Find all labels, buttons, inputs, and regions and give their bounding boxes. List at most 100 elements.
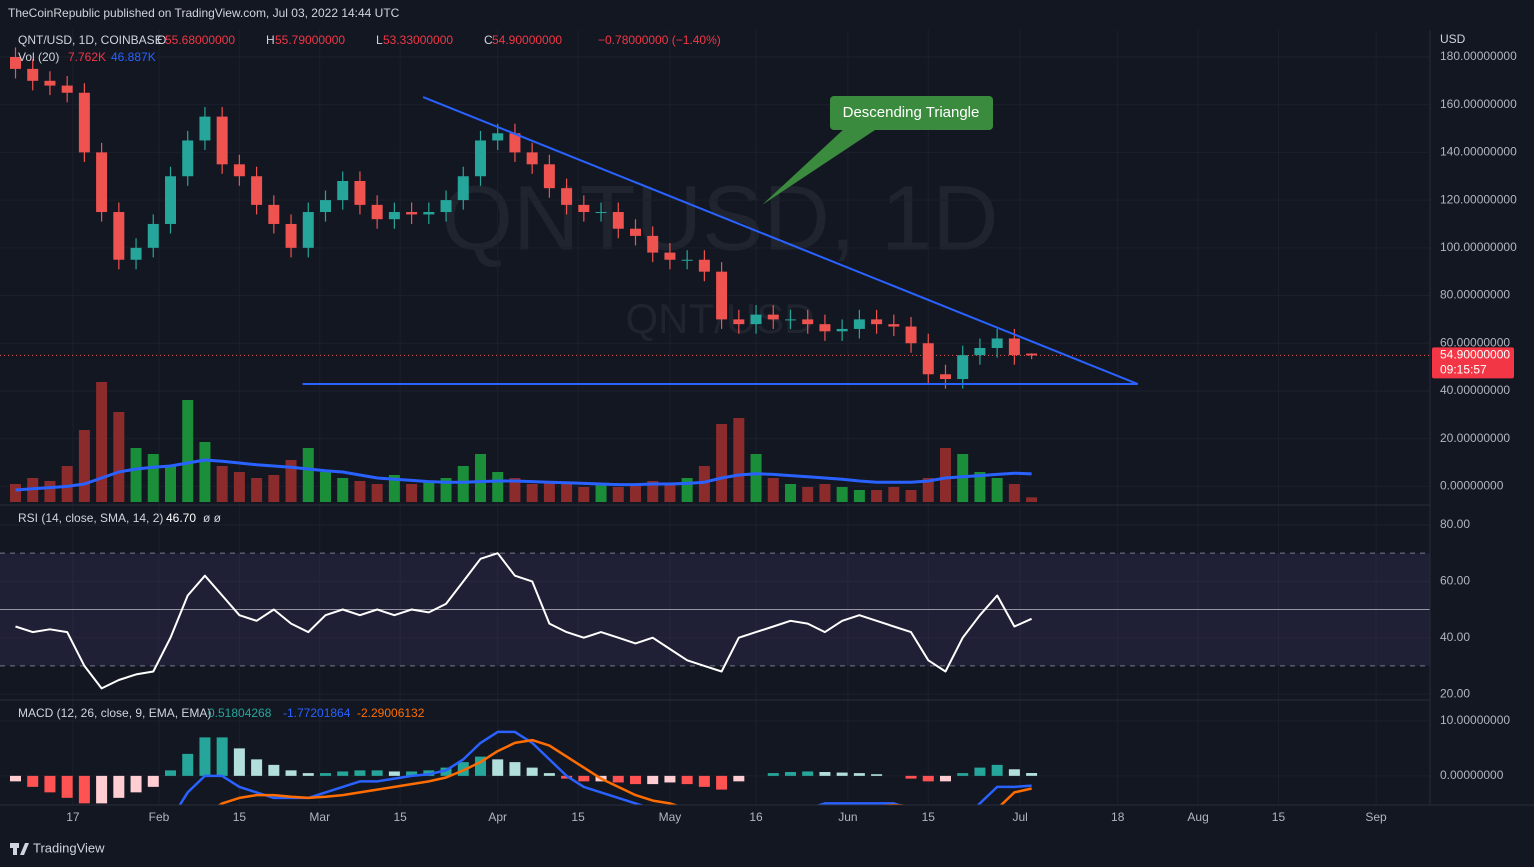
volume-bar: [543, 481, 555, 502]
volume-bar: [939, 448, 951, 502]
x-tick-label: Sep: [1365, 810, 1387, 824]
macd-histogram: [302, 773, 314, 776]
y-tick-label: 120.00000000: [1440, 192, 1517, 206]
macd-histogram: [251, 759, 263, 776]
volume-bar: [9, 484, 21, 502]
volume-bar: [285, 460, 297, 502]
macd-histogram: [767, 773, 779, 776]
candle-body: [767, 314, 779, 320]
symbol-title: QNT/USD, 1D, COINBASE: [18, 33, 163, 47]
candle-body: [509, 133, 521, 153]
candle-body: [406, 212, 418, 215]
macd-pane: [9, 730, 1038, 805]
watermark: QNTUSD, 1D: [441, 167, 998, 269]
candle-body: [371, 204, 383, 220]
macd-histogram: [216, 737, 228, 776]
candle-body: [836, 328, 848, 332]
y-tick-label: 60.00: [1440, 574, 1470, 588]
macd-histogram: [819, 772, 831, 776]
candle-body: [96, 152, 108, 213]
price-tag: [1432, 347, 1514, 379]
candle-body: [147, 223, 159, 248]
y-tick-label: 0.00000000: [1440, 768, 1504, 782]
macd-histogram: [319, 773, 331, 776]
candle-body: [733, 319, 745, 325]
volume-bar: [406, 484, 418, 502]
macd-histogram: [1026, 773, 1038, 776]
macd-histogram: [647, 775, 659, 785]
volume-bar: [233, 472, 245, 502]
macd-histogram: [285, 770, 297, 776]
candle-body: [319, 200, 331, 213]
publish-header: TheCoinRepublic published on TradingView…: [8, 6, 400, 20]
candle-body: [939, 374, 951, 380]
volume-bar: [354, 481, 366, 502]
volume-bar: [147, 454, 159, 502]
x-tick-label: 16: [749, 810, 763, 824]
macd-histogram: [853, 773, 865, 776]
candle-body: [1008, 338, 1020, 356]
candle-body: [337, 181, 349, 201]
y-tick-label: 10.00000000: [1440, 713, 1510, 727]
volume-bar: [268, 475, 280, 502]
volume-bar: [423, 481, 435, 502]
x-tick-label: Jul: [1012, 810, 1027, 824]
macd-histogram: [147, 775, 159, 787]
candle-body: [957, 355, 969, 380]
volume-ma-value: 46.887K: [111, 50, 156, 64]
volume-bar: [474, 454, 486, 502]
volume-bar: [733, 418, 745, 502]
macd-histogram: [268, 764, 280, 776]
candle-body: [182, 140, 194, 177]
candle-body: [802, 319, 814, 325]
candle-body: [750, 314, 762, 325]
volume-bar: [182, 400, 194, 502]
macd-histogram: [784, 772, 796, 776]
macd-histogram: [509, 762, 521, 776]
candle-body: [991, 338, 1003, 349]
macd-histogram: [406, 771, 418, 776]
macd-histogram: [836, 772, 848, 776]
grid-layer: [0, 30, 1430, 805]
macd-histogram: [698, 775, 710, 787]
y-tick-label: 180.00000000: [1440, 49, 1517, 63]
x-tick-label: Aug: [1187, 810, 1208, 824]
macd-histogram: [337, 771, 349, 776]
volume-bar: [113, 412, 125, 502]
volume-bar: [991, 478, 1003, 502]
rsi-extra: ø ø: [203, 511, 222, 525]
volume-bar: [629, 484, 641, 502]
candle-body: [784, 319, 796, 321]
candle-body: [681, 259, 693, 261]
candle-body: [629, 228, 641, 236]
candle-body: [612, 212, 624, 229]
axis-layer: 17 Feb 15 Mar 15 Apr 15 May 16 Jun 15 Jul 18 Aug 15 Sep…: [66, 49, 1517, 824]
candle-body: [974, 348, 986, 356]
volume-bar: [44, 481, 56, 502]
volume-bar: [251, 478, 263, 502]
series-line: [178, 730, 1032, 805]
volume-bar: [836, 487, 848, 502]
candle-body: [302, 212, 314, 248]
candle-body: [285, 223, 297, 248]
candle-body: [44, 80, 56, 86]
x-tick-label: 15: [1272, 810, 1286, 824]
volume-bar: [302, 448, 314, 502]
macd-histogram: [233, 748, 245, 776]
volume-bar: [871, 490, 883, 502]
volume-bar: [130, 448, 142, 502]
x-tick-label: Jun: [838, 810, 857, 824]
y-tick-label: 140.00000000: [1440, 145, 1517, 159]
candle-body: [1026, 353, 1038, 356]
macd-histogram: [457, 762, 469, 776]
macd-histogram: [543, 773, 555, 776]
volume-bar: [216, 466, 228, 502]
ohlc-key: O: [157, 33, 166, 47]
candle-body: [268, 204, 280, 224]
macd-histogram: [130, 775, 142, 793]
macd-histogram: [802, 771, 814, 776]
candle-body: [561, 188, 573, 205]
candle-body: [698, 259, 710, 272]
axis-unit: USD: [1440, 32, 1466, 46]
macd-histogram: [44, 775, 56, 793]
